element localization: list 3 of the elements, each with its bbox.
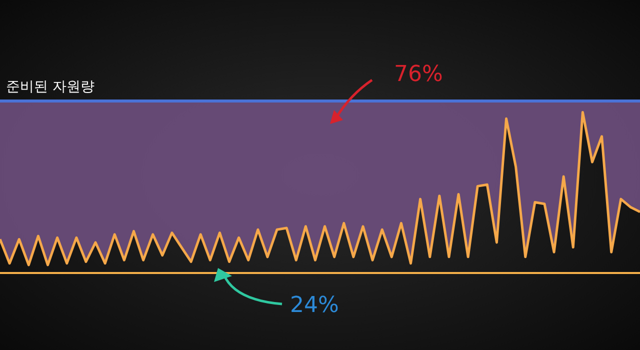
text: 24%: [290, 293, 339, 318]
text: 76%: [394, 62, 443, 87]
ref-line-label: 준비된 자원량: [6, 79, 94, 95]
